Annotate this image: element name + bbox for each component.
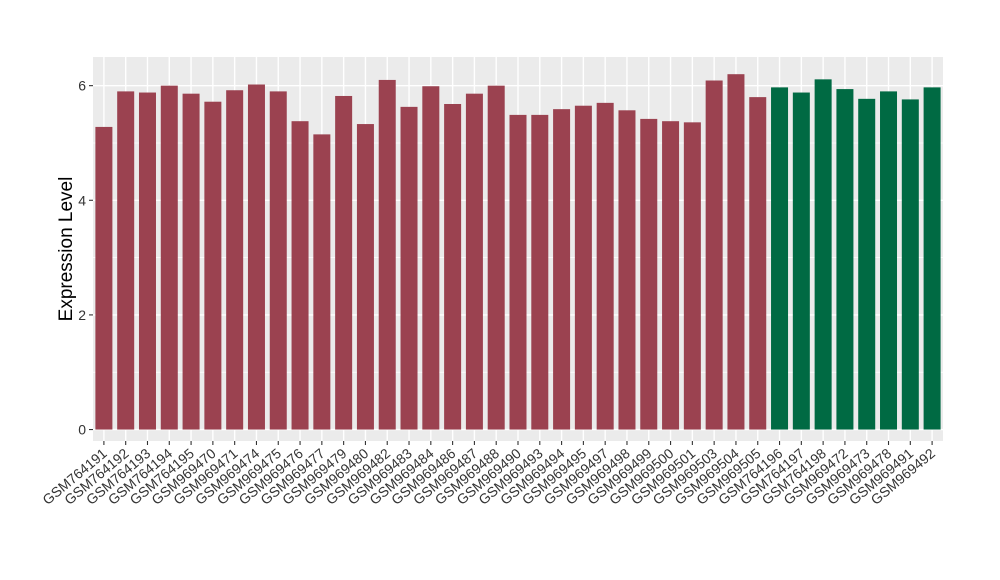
y-axis: 0 2 4 6 xyxy=(78,78,93,438)
bar-GSM969477 xyxy=(313,134,331,430)
bar-GSM969473 xyxy=(858,98,876,430)
bar-GSM969476 xyxy=(291,121,309,430)
bar-GSM969493 xyxy=(531,114,549,430)
bar-GSM969479 xyxy=(335,95,353,430)
y-tick-label: 6 xyxy=(78,78,86,94)
bar-GSM969501 xyxy=(683,122,701,430)
bar-GSM969500 xyxy=(662,121,680,430)
bar-GSM969498 xyxy=(618,110,636,430)
bar-GSM969475 xyxy=(269,91,287,430)
bar-GSM764192 xyxy=(117,91,135,430)
y-tick-label: 0 xyxy=(78,422,86,438)
bar-GSM969471 xyxy=(226,90,244,430)
bar-GSM764193 xyxy=(138,92,156,430)
bar-GSM969486 xyxy=(444,103,462,430)
bar-GSM969497 xyxy=(596,102,614,430)
bar-GSM764198 xyxy=(814,79,832,430)
x-axis: GSM764191GSM764192GSM764193GSM764194GSM7… xyxy=(39,441,938,508)
bar-GSM764191 xyxy=(95,126,113,430)
y-axis-title: Expression Level xyxy=(56,177,77,322)
bar-GSM969470 xyxy=(204,101,222,430)
bar-GSM969482 xyxy=(378,79,396,430)
y-tick-label: 4 xyxy=(78,192,86,208)
bar-GSM969491 xyxy=(901,99,919,430)
bar-GSM969488 xyxy=(487,85,505,430)
bar-GSM764196 xyxy=(771,87,789,430)
bar-GSM969494 xyxy=(553,109,571,430)
bars xyxy=(95,74,941,430)
bar-GSM969472 xyxy=(836,89,854,430)
bar-GSM764194 xyxy=(160,85,178,430)
bar-GSM969503 xyxy=(705,80,723,430)
bar-GSM969495 xyxy=(574,105,592,430)
bar-GSM969504 xyxy=(727,74,745,430)
y-tick-label: 2 xyxy=(78,307,86,323)
bar-GSM764195 xyxy=(182,93,200,430)
bar-GSM969499 xyxy=(640,118,658,430)
bar-GSM969492 xyxy=(923,87,941,430)
bar-GSM969484 xyxy=(422,86,440,430)
bar-GSM969478 xyxy=(880,91,898,430)
bar-GSM969480 xyxy=(356,124,374,430)
bar-GSM969487 xyxy=(465,93,483,430)
bar-GSM969505 xyxy=(749,97,767,430)
bar-GSM969483 xyxy=(400,106,418,430)
bar-GSM969490 xyxy=(509,114,527,430)
bar-GSM969474 xyxy=(247,84,265,430)
bar-GSM764197 xyxy=(792,92,810,430)
